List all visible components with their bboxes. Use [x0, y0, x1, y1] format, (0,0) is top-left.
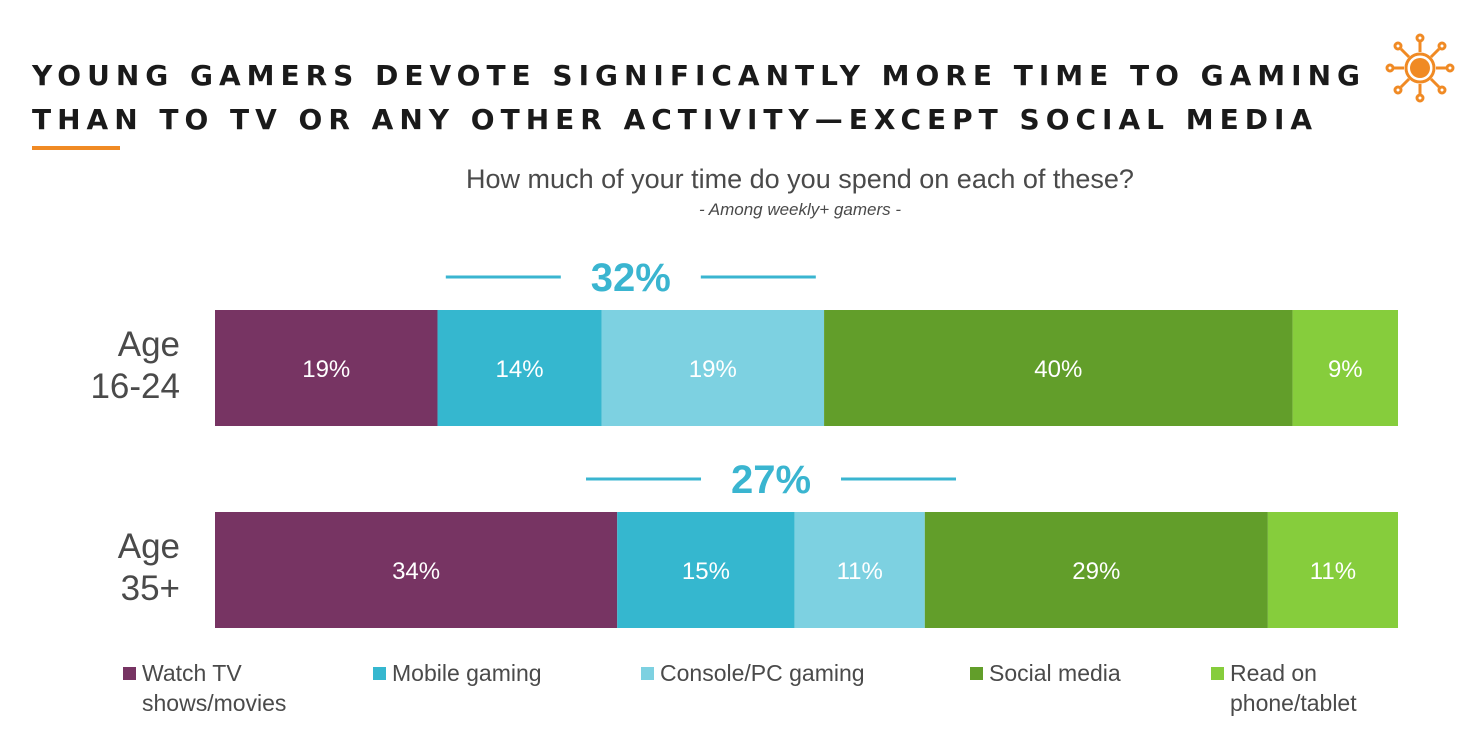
legend-item: Social media: [970, 658, 1121, 688]
category-label: 35+: [121, 569, 180, 608]
bar-segment: [924, 512, 1268, 628]
bar-segment: [601, 310, 825, 426]
bar-segment: [794, 512, 925, 628]
legend-label: Social media: [989, 658, 1121, 688]
legend-swatch: [1211, 667, 1224, 680]
bar-value-label: 14%: [496, 356, 544, 383]
bar-segment: [617, 512, 795, 628]
legend-label-line: Console/PC gaming: [660, 660, 865, 686]
bar-value-label: 19%: [302, 356, 350, 383]
legend-swatch: [970, 667, 983, 680]
legend-label-line: Watch TV: [142, 660, 242, 686]
bar-segment: [824, 310, 1293, 426]
bar-value-label: 40%: [1034, 356, 1082, 383]
bar-segment: [437, 310, 602, 426]
legend-item: Watch TV shows/movies: [123, 658, 286, 718]
legend-label: Read on phone/tablet: [1230, 658, 1357, 718]
bar-segment: [1267, 512, 1398, 628]
title-underline: [32, 146, 120, 150]
legend-label-line: phone/tablet: [1230, 690, 1357, 716]
legend-swatch: [373, 667, 386, 680]
bar-segment: [1292, 310, 1398, 426]
bar-value-label: 19%: [689, 356, 737, 383]
chart-title-line-2: THAN TO TV OR ANY OTHER ACTIVITY—EXCEPT …: [32, 103, 1319, 136]
bar-value-label: 34%: [392, 558, 440, 585]
legend-item: Mobile gaming: [373, 658, 542, 688]
legend-swatch: [123, 667, 136, 680]
chart-title-line-1: YOUNG GAMERS DEVOTE SIGNIFICANTLY MORE T…: [32, 59, 1366, 92]
chart-note: - Among weekly+ gamers -: [698, 200, 902, 219]
gaming-total-label: 32%: [591, 256, 671, 300]
bar-value-label: 11%: [837, 558, 883, 585]
category-label: Age: [118, 325, 180, 364]
chart-title: YOUNG GAMERS DEVOTE SIGNIFICANTLY MORE T…: [32, 54, 1372, 142]
legend-item: Console/PC gaming: [641, 658, 865, 688]
legend-label-line: Mobile gaming: [392, 660, 542, 686]
bar-value-label: 11%: [1310, 558, 1356, 585]
legend-item: Read on phone/tablet: [1211, 658, 1357, 718]
legend-label-line: Read on: [1230, 660, 1317, 686]
chart-question: How much of your time do you spend on ea…: [466, 164, 1134, 194]
bar-value-label: 29%: [1072, 558, 1120, 585]
bar-value-label: 15%: [682, 558, 730, 585]
legend-label: Watch TV shows/movies: [142, 658, 286, 718]
bar-segment: [215, 310, 438, 426]
bar-value-label: 9%: [1328, 356, 1363, 383]
bar-segment: [215, 512, 618, 628]
gaming-total-label: 27%: [731, 458, 811, 502]
legend-label: Mobile gaming: [392, 658, 542, 688]
legend-label-line: Social media: [989, 660, 1121, 686]
category-label: 16-24: [90, 367, 180, 406]
sun-icon: [1385, 33, 1455, 103]
legend-label: Console/PC gaming: [660, 658, 865, 688]
legend-label-line: shows/movies: [142, 690, 287, 716]
category-label: Age: [118, 527, 180, 566]
legend-swatch: [641, 667, 654, 680]
